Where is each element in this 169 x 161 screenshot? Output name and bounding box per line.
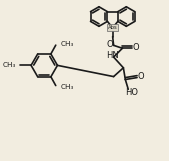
Text: O: O	[133, 43, 139, 52]
Text: Abs: Abs	[108, 25, 117, 30]
Text: HN: HN	[106, 51, 119, 60]
Text: O: O	[138, 72, 144, 81]
Text: CH₃: CH₃	[3, 62, 16, 68]
Text: CH₃: CH₃	[61, 84, 74, 90]
Text: O: O	[107, 40, 114, 49]
Text: HO: HO	[125, 88, 138, 97]
Text: CH₃: CH₃	[61, 41, 74, 47]
